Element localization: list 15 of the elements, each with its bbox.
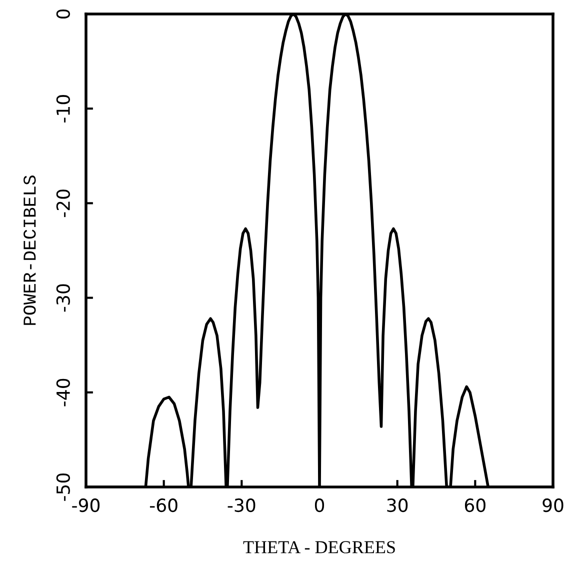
x-tick-label: -90 (72, 498, 100, 512)
x-tick-label: -30 (228, 498, 256, 512)
y-axis-title: POWER-DECIBELS (24, 176, 36, 325)
x-tick-label: 0 (314, 498, 324, 512)
x-tick-label: 30 (387, 498, 408, 512)
y-tick-label: -20 (56, 190, 70, 218)
y-tick-label: -30 (56, 284, 70, 312)
y-tick-label: -50 (56, 473, 70, 501)
x-tick-label: -60 (150, 498, 178, 512)
y-tick-label: 0 (56, 9, 70, 19)
x-tick-label: 90 (542, 498, 564, 512)
y-tick-label: -40 (56, 378, 70, 406)
y-tick-label: -10 (56, 95, 70, 122)
x-axis-title: THETA - DEGREES (243, 541, 395, 554)
x-tick-label: 60 (464, 498, 486, 512)
